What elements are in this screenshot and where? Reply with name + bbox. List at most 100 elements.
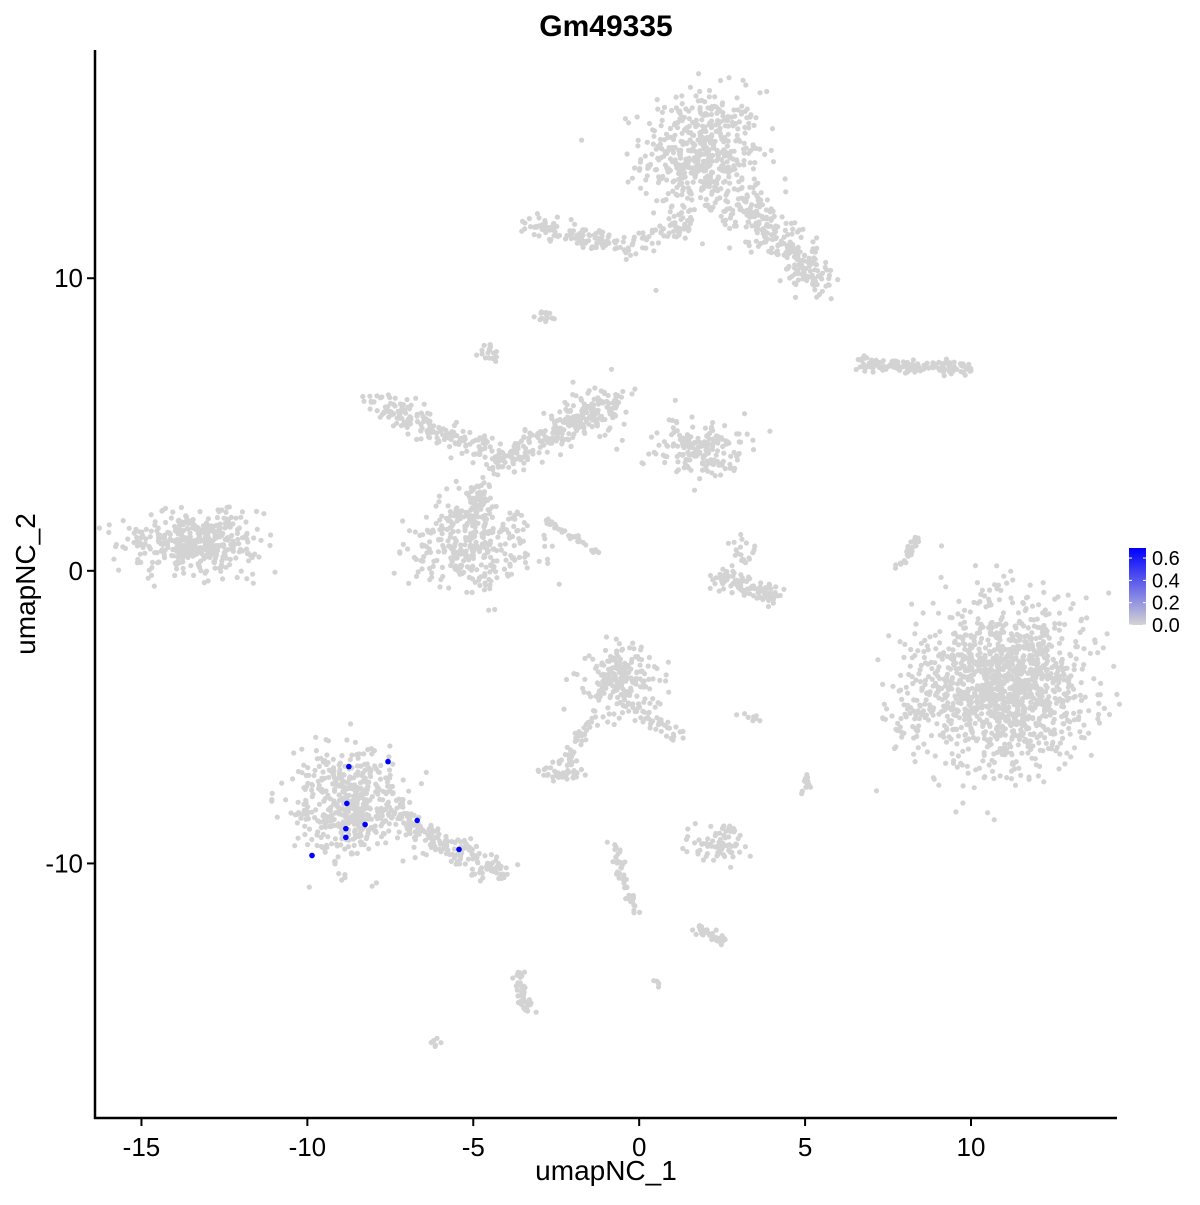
cell-point bbox=[472, 451, 478, 457]
cell-point bbox=[902, 711, 908, 717]
cell-point bbox=[435, 549, 441, 555]
cell-point bbox=[1031, 648, 1037, 654]
cell-point bbox=[198, 558, 204, 564]
cell-point bbox=[772, 229, 778, 235]
cell-point bbox=[678, 216, 684, 223]
cell-point bbox=[323, 737, 329, 743]
cell-point bbox=[950, 726, 956, 733]
cell-point bbox=[582, 430, 588, 436]
cell-point bbox=[763, 216, 770, 222]
cell-point bbox=[742, 124, 748, 130]
cell-point bbox=[1040, 580, 1046, 586]
cell-point bbox=[288, 810, 294, 816]
cell-point bbox=[909, 674, 915, 680]
cell-point bbox=[457, 516, 463, 522]
cell-point bbox=[433, 503, 439, 509]
cell-point bbox=[238, 514, 244, 520]
cell-point bbox=[120, 544, 126, 550]
cell-point bbox=[272, 569, 278, 575]
cell-point bbox=[227, 562, 233, 568]
cell-point bbox=[673, 94, 679, 100]
cell-point bbox=[730, 211, 736, 217]
cell-point bbox=[819, 288, 826, 294]
cell-point bbox=[699, 460, 706, 466]
cell-point bbox=[898, 729, 904, 735]
cell-point bbox=[898, 687, 904, 693]
cell-point bbox=[764, 221, 770, 227]
cell-point bbox=[1018, 661, 1025, 667]
cell-point bbox=[477, 451, 483, 457]
cell-point bbox=[658, 717, 664, 723]
cell-point bbox=[312, 767, 318, 774]
cell-point bbox=[725, 540, 732, 546]
cell-point bbox=[554, 425, 560, 431]
cell-point bbox=[542, 227, 549, 233]
cell-point bbox=[1012, 623, 1018, 629]
cell-point bbox=[1010, 577, 1016, 583]
cell-point bbox=[412, 855, 418, 861]
cell-point bbox=[201, 580, 207, 586]
cell-point bbox=[420, 419, 427, 425]
cell-point bbox=[235, 536, 241, 542]
cell-point bbox=[693, 117, 699, 123]
cell-point bbox=[367, 406, 373, 412]
cell-point bbox=[547, 436, 553, 442]
cell-point bbox=[735, 107, 741, 113]
cell-point bbox=[465, 856, 471, 862]
cell-point bbox=[588, 414, 594, 421]
cell-point bbox=[606, 658, 612, 664]
cell-point bbox=[675, 459, 681, 465]
cell-point bbox=[944, 713, 951, 719]
cell-point bbox=[989, 662, 995, 668]
cell-point bbox=[712, 94, 718, 100]
cell-point bbox=[741, 196, 747, 202]
cell-point bbox=[1034, 697, 1040, 704]
cell-point bbox=[1003, 621, 1009, 627]
cell-point bbox=[943, 356, 950, 362]
cell-point bbox=[640, 230, 646, 236]
cell-point bbox=[630, 680, 636, 686]
cell-point bbox=[472, 533, 478, 540]
cell-point bbox=[640, 679, 646, 685]
cell-point bbox=[815, 273, 822, 279]
cell-point bbox=[341, 772, 347, 778]
cell-point bbox=[768, 250, 775, 256]
cell-point bbox=[392, 395, 398, 401]
cell-point bbox=[167, 536, 173, 542]
cell-point bbox=[361, 817, 368, 823]
cell-point bbox=[404, 397, 410, 403]
cell-point bbox=[712, 473, 718, 479]
cell-point bbox=[705, 468, 711, 474]
cell-point bbox=[765, 603, 772, 610]
cell-point bbox=[955, 733, 962, 739]
cell-point bbox=[405, 431, 411, 437]
cell-point bbox=[979, 587, 986, 593]
cell-point bbox=[383, 775, 389, 781]
cell-point bbox=[591, 232, 597, 238]
cell-point bbox=[530, 447, 536, 453]
cell-point bbox=[581, 689, 587, 695]
cell-point bbox=[663, 733, 670, 739]
cell-point bbox=[522, 450, 528, 456]
cell-point bbox=[476, 577, 482, 583]
cell-point bbox=[290, 776, 296, 782]
cell-point bbox=[781, 234, 787, 240]
cell-point bbox=[690, 140, 696, 147]
cell-point bbox=[925, 647, 931, 653]
cell-point bbox=[413, 395, 419, 401]
cell-point bbox=[750, 437, 756, 443]
cell-point bbox=[949, 615, 955, 621]
cell-point bbox=[1022, 722, 1028, 729]
cell-point bbox=[450, 521, 456, 527]
cell-point bbox=[884, 706, 890, 712]
cell-point bbox=[964, 763, 970, 769]
cell-point bbox=[1049, 742, 1055, 748]
cell-point bbox=[666, 216, 672, 222]
cell-point bbox=[966, 664, 972, 671]
cell-point bbox=[795, 244, 801, 250]
cell-point bbox=[597, 693, 603, 700]
cell-point bbox=[980, 661, 986, 667]
cell-point bbox=[106, 529, 112, 536]
cell-point bbox=[137, 529, 143, 535]
cell-point bbox=[666, 145, 673, 151]
